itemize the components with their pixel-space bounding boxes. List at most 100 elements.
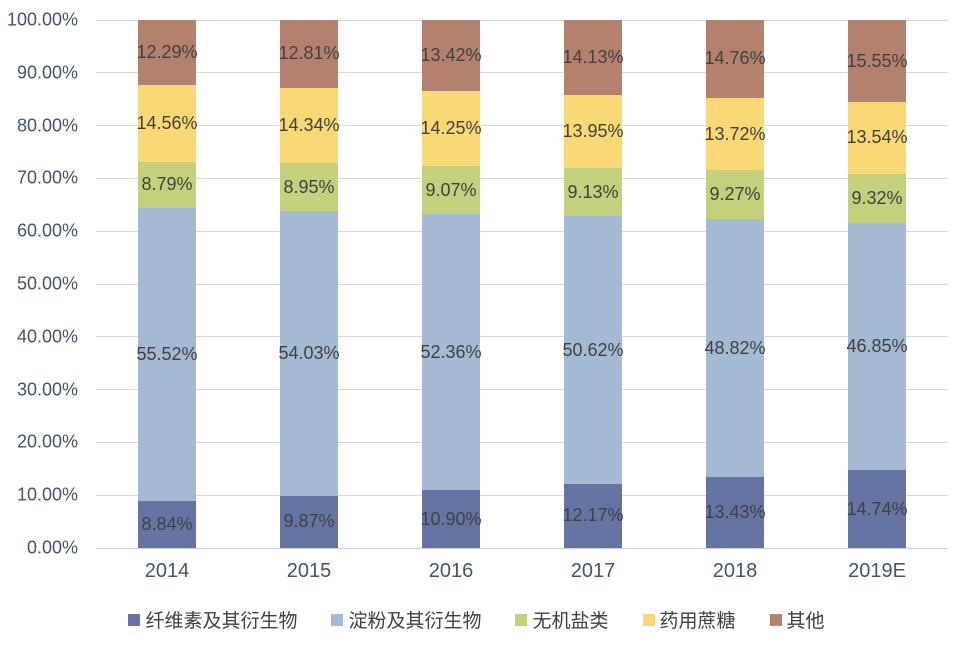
- y-axis-tick-label: 40.00%: [16, 326, 78, 347]
- gridline: [96, 125, 948, 127]
- bar-segment-others: 15.55%: [846, 20, 908, 103]
- gridline: [96, 283, 948, 285]
- gridline: [96, 547, 948, 549]
- segment-value-label: 8.79%: [141, 174, 193, 195]
- bar-segment-pharma-sucrose: 13.95%: [562, 94, 624, 169]
- bar-segment-starch-derivatives: 55.52%: [136, 208, 198, 502]
- bar-segment-others: 13.42%: [420, 20, 482, 91]
- y-axis-tick-label: 0.00%: [26, 537, 78, 558]
- bar-group-2018: 13.43% 48.82% 9.27% 13.72% 14.76%: [664, 20, 806, 548]
- bar-segment-pharma-sucrose: 13.72%: [704, 97, 766, 171]
- x-axis-label: 2017: [570, 560, 616, 582]
- segment-value-label: 15.55%: [846, 50, 908, 71]
- legend-label: 淀粉及其衍生物: [348, 611, 482, 632]
- legend-label: 无机盐类: [532, 611, 609, 632]
- segment-value-label: 13.72%: [704, 123, 766, 144]
- bar-segment-starch-derivatives: 48.82%: [704, 219, 766, 478]
- legend-item-inorganic-salts: 无机盐类: [515, 606, 609, 633]
- stacked-bar: 9.87% 54.03% 8.95% 14.34% 12.81%: [278, 20, 340, 548]
- segment-value-label: 13.43%: [704, 502, 766, 523]
- legend-swatch-icon: [515, 613, 528, 626]
- segment-value-label: 9.87%: [283, 511, 335, 532]
- segment-value-label: 12.29%: [136, 41, 198, 62]
- bar-segment-pharma-sucrose: 14.25%: [420, 90, 482, 167]
- segment-value-label: 55.52%: [136, 344, 198, 365]
- segment-value-label: 50.62%: [562, 339, 624, 360]
- segment-value-label: 8.84%: [141, 514, 193, 535]
- segment-value-label: 13.42%: [420, 44, 482, 65]
- y-axis-tick-label: 80.00%: [16, 115, 78, 136]
- bar-segment-cellulose-derivatives: 13.43%: [704, 477, 766, 548]
- segment-value-label: 13.54%: [846, 127, 908, 148]
- y-axis-tick-label: 100.00%: [6, 9, 78, 30]
- bar-segment-pharma-sucrose: 14.34%: [278, 87, 340, 164]
- bar-segment-pharma-sucrose: 13.54%: [846, 102, 908, 174]
- legend-item-starch-derivatives: 淀粉及其衍生物: [331, 606, 481, 633]
- y-axis: 100.00% 90.00% 80.00% 70.00% 60.00% 50.00% 40.…: [0, 10, 96, 558]
- legend-swatch-icon: [769, 613, 782, 626]
- legend-swatch-icon: [128, 613, 141, 626]
- segment-value-label: 14.25%: [420, 118, 482, 138]
- x-axis-label: 2019E: [848, 560, 906, 582]
- bar-group-2019e: 14.74% 46.85% 9.32% 13.54% 15.55%: [806, 20, 948, 548]
- segment-value-label: 10.90%: [420, 508, 482, 529]
- bar-segment-inorganic-salts: 9.07%: [422, 166, 480, 214]
- segment-value-label: 9.32%: [851, 187, 903, 208]
- y-axis-tick-label: 70.00%: [16, 167, 78, 188]
- bar-group-2017: 12.17% 50.62% 9.13% 13.95% 14.13%: [522, 20, 664, 548]
- bar-group-2015: 9.87% 54.03% 8.95% 14.34% 12.81%: [238, 20, 380, 548]
- bars-row: 8.84% 55.52% 8.79% 14.56% 12.29% 9.87% 54.03% 8…: [96, 20, 948, 548]
- segment-value-label: 9.07%: [425, 179, 477, 200]
- bar-segment-others: 12.29%: [136, 20, 198, 85]
- segment-value-label: 14.13%: [562, 46, 624, 67]
- segment-value-label: 48.82%: [704, 337, 766, 358]
- stacked-bar: 8.84% 55.52% 8.79% 14.56% 12.29%: [136, 20, 198, 548]
- bar-segment-inorganic-salts: 9.32%: [848, 173, 906, 223]
- bar-group-2014: 8.84% 55.52% 8.79% 14.56% 12.29%: [96, 20, 238, 548]
- segment-value-label: 54.03%: [278, 342, 340, 363]
- y-axis-tick-label: 20.00%: [16, 431, 78, 452]
- bar-segment-inorganic-salts: 9.13%: [564, 168, 622, 217]
- segment-value-label: 14.56%: [136, 112, 198, 133]
- gridline: [96, 494, 948, 496]
- x-axis-label: 2015: [286, 560, 332, 582]
- x-axis-label: 2014: [144, 560, 190, 582]
- gridline: [96, 230, 948, 232]
- gridline: [96, 441, 948, 443]
- legend-item-cellulose-derivatives: 纤维素及其衍生物: [128, 606, 297, 633]
- gridline: [96, 336, 948, 338]
- bar-segment-starch-derivatives: 50.62%: [562, 216, 624, 484]
- gridline: [96, 389, 948, 391]
- segment-value-label: 52.36%: [420, 341, 482, 362]
- stacked-bar: 13.43% 48.82% 9.27% 13.72% 14.76%: [704, 20, 766, 548]
- gridline: [96, 177, 948, 179]
- segment-value-label: 13.95%: [562, 120, 624, 141]
- legend-swatch-icon: [331, 613, 344, 626]
- plot-area: 8.84% 55.52% 8.79% 14.56% 12.29% 9.87% 54.03% 8…: [96, 19, 948, 549]
- segment-value-label: 9.13%: [567, 181, 619, 202]
- bar-segment-cellulose-derivatives: 10.90%: [420, 490, 482, 548]
- bar-segment-cellulose-derivatives: 8.84%: [138, 501, 196, 548]
- segment-value-label: 14.34%: [278, 115, 340, 136]
- bar-segment-cellulose-derivatives: 14.74%: [846, 470, 908, 548]
- bar-segment-pharma-sucrose: 14.56%: [136, 84, 198, 162]
- legend-item-pharma-sucrose: 药用蔗糖: [642, 606, 736, 633]
- y-axis-tick-label: 90.00%: [16, 62, 78, 83]
- stacked-bar: 10.90% 52.36% 9.07% 14.25% 13.42%: [420, 20, 482, 548]
- gridline: [96, 19, 948, 21]
- gridline: [96, 72, 948, 74]
- x-axis-label: 2016: [428, 560, 474, 582]
- y-axis-tick-label: 50.00%: [16, 273, 78, 294]
- legend-label: 药用蔗糖: [659, 611, 736, 632]
- bar-segment-cellulose-derivatives: 9.87%: [280, 495, 338, 548]
- segment-value-label: 46.85%: [846, 336, 908, 356]
- bar-segment-others: 12.81%: [278, 20, 340, 88]
- y-axis-tick-label: 30.00%: [16, 379, 78, 400]
- legend-item-others: 其他: [769, 606, 825, 633]
- segment-value-label: 14.74%: [846, 498, 908, 519]
- bar-segment-inorganic-salts: 9.27%: [706, 170, 764, 220]
- bar-segment-others: 14.13%: [562, 20, 624, 95]
- legend: 纤维素及其衍生物 淀粉及其衍生物 无机盐类 药用蔗糖 其他: [0, 606, 953, 633]
- bar-segment-starch-derivatives: 54.03%: [278, 210, 340, 496]
